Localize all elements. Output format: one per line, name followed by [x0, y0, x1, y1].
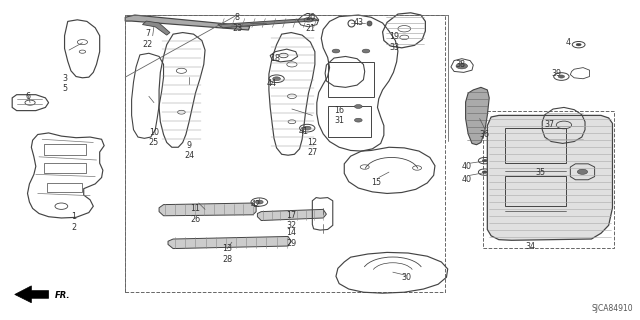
- Bar: [47, 183, 82, 192]
- Polygon shape: [159, 203, 256, 216]
- Circle shape: [255, 200, 263, 204]
- Circle shape: [332, 49, 340, 53]
- Polygon shape: [218, 18, 319, 28]
- Text: 13
28: 13 28: [222, 244, 232, 264]
- Text: 1
2: 1 2: [72, 212, 77, 232]
- Text: 16
31: 16 31: [334, 106, 344, 125]
- Text: 34: 34: [525, 242, 536, 251]
- Text: 43: 43: [353, 19, 364, 28]
- Bar: [328, 62, 374, 97]
- Circle shape: [303, 126, 311, 130]
- Text: 11
26: 11 26: [191, 204, 200, 224]
- Text: 44: 44: [267, 79, 277, 88]
- Text: 7
22: 7 22: [143, 29, 153, 49]
- Circle shape: [482, 159, 487, 162]
- Bar: [505, 128, 566, 163]
- Text: 35: 35: [535, 168, 545, 177]
- Bar: [125, 15, 445, 292]
- Text: 20
21: 20 21: [305, 13, 316, 33]
- Polygon shape: [125, 15, 250, 30]
- Bar: [44, 144, 86, 155]
- Circle shape: [576, 44, 581, 46]
- Text: 42: 42: [251, 200, 261, 209]
- Polygon shape: [487, 116, 612, 240]
- Bar: [505, 176, 566, 206]
- Circle shape: [273, 77, 280, 81]
- Text: 10
25: 10 25: [149, 128, 159, 148]
- Circle shape: [362, 49, 370, 53]
- Text: 18: 18: [270, 53, 280, 62]
- Text: 4: 4: [565, 38, 570, 47]
- Text: SJCA84910: SJCA84910: [591, 304, 633, 313]
- Text: 40: 40: [462, 175, 472, 184]
- Text: 15: 15: [371, 178, 381, 187]
- Bar: [328, 106, 371, 137]
- Bar: [483, 111, 614, 248]
- Text: 12
27: 12 27: [307, 138, 317, 157]
- Text: 19
33: 19 33: [390, 32, 400, 52]
- Circle shape: [355, 105, 362, 108]
- Text: FR.: FR.: [55, 291, 70, 300]
- Polygon shape: [466, 87, 489, 145]
- Polygon shape: [168, 236, 291, 249]
- Circle shape: [482, 171, 487, 173]
- Text: 36: 36: [480, 130, 490, 139]
- Polygon shape: [15, 286, 49, 303]
- Text: 6: 6: [25, 92, 30, 101]
- Text: 9
24: 9 24: [184, 141, 194, 160]
- Text: 41: 41: [299, 127, 309, 136]
- Bar: [44, 163, 86, 173]
- Text: 3
5: 3 5: [62, 74, 67, 93]
- Text: 38: 38: [456, 60, 465, 69]
- Circle shape: [577, 169, 588, 174]
- Text: 14
29: 14 29: [286, 228, 296, 248]
- Polygon shape: [257, 209, 326, 220]
- Text: 37: 37: [545, 120, 555, 130]
- Circle shape: [456, 63, 467, 69]
- Text: 30: 30: [401, 273, 412, 282]
- Text: 8
23: 8 23: [232, 13, 242, 33]
- Text: 17
32: 17 32: [286, 211, 296, 230]
- Text: 40: 40: [462, 162, 472, 171]
- Polygon shape: [143, 21, 170, 35]
- Circle shape: [558, 75, 564, 78]
- Text: 39: 39: [551, 69, 561, 78]
- Circle shape: [355, 118, 362, 122]
